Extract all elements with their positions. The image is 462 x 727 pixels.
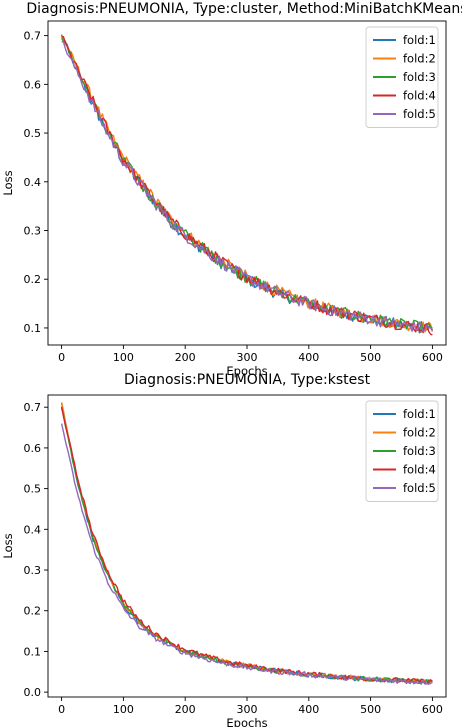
- legend: fold:1 fold:2 fold:3 fold:4 fold:5: [365, 400, 439, 502]
- y-tick-label: 0.1: [24, 322, 42, 335]
- legend: fold:1 fold:2 fold:3 fold:4 fold:5: [365, 26, 439, 128]
- y-tick-label: 0.2: [24, 605, 42, 618]
- x-tick-label: 600: [422, 351, 443, 364]
- chart-title: Diagnosis:PNEUMONIA, Type:kstest: [124, 372, 371, 388]
- legend-label-fold-2: fold:2: [403, 52, 436, 66]
- legend-label-fold-2: fold:2: [403, 426, 436, 440]
- chart-2: Diagnosis:PNEUMONIA, Type:kstest 0 100 200 3…: [1, 372, 447, 727]
- chart-title: Diagnosis:PNEUMONIA, Type:cluster, Metho…: [26, 1, 462, 17]
- series-line-fold-5: [61, 40, 433, 332]
- y-tick-label: 0.7: [24, 30, 42, 43]
- x-tick-label: 100: [113, 703, 134, 716]
- y-tick-label: 0.2: [24, 273, 42, 286]
- series-line-fold-3: [60, 37, 434, 334]
- y-tick-label: 0.5: [24, 483, 42, 496]
- legend-label-fold-4: fold:4: [403, 463, 436, 477]
- series-line-fold-4: [61, 36, 433, 336]
- y-tick-label: 0.6: [24, 442, 42, 455]
- x-tick-label: 600: [422, 703, 443, 716]
- x-tick-label: 400: [298, 351, 319, 364]
- legend-label-fold-4: fold:4: [403, 89, 436, 103]
- y-tick-label: 0.0: [24, 686, 42, 699]
- x-tick-label: 500: [360, 703, 381, 716]
- y-tick-label: 0.3: [24, 225, 42, 238]
- legend-label-fold-3: fold:3: [403, 444, 436, 458]
- y-tick-label: 0.1: [24, 645, 42, 658]
- x-tick-label: 500: [360, 351, 381, 364]
- legend-box: [365, 400, 439, 502]
- x-axis-label: Epochs: [226, 364, 267, 378]
- legend-label-fold-1: fold:1: [403, 407, 436, 421]
- legend-label-fold-5: fold:5: [403, 481, 436, 495]
- y-axis-label: Loss: [1, 533, 15, 558]
- legend-label-fold-3: fold:3: [403, 70, 436, 84]
- x-tick-label: 300: [237, 703, 258, 716]
- legend-label-fold-1: fold:1: [403, 33, 436, 47]
- x-tick-label: 0: [58, 703, 65, 716]
- y-axis-label: Loss: [1, 170, 15, 195]
- series-lines: [60, 34, 434, 336]
- x-tick-label: 400: [298, 703, 319, 716]
- y-tick-label: 0.6: [24, 78, 42, 91]
- x-tick-label: 200: [175, 703, 196, 716]
- series-line-fold-3: [60, 407, 433, 684]
- y-tick-label: 0.3: [24, 564, 42, 577]
- series-line-fold-5: [60, 423, 433, 685]
- chart-1: Diagnosis:PNEUMONIA, Type:cluster, Metho…: [1, 1, 462, 378]
- x-axis-label: Epochs: [226, 716, 267, 727]
- legend-label-fold-5: fold:5: [403, 107, 436, 121]
- x-tick-label: 0: [58, 351, 65, 364]
- y-tick-label: 0.5: [24, 127, 42, 140]
- x-tick-label: 300: [237, 351, 258, 364]
- y-tick-label: 0.7: [24, 401, 42, 414]
- x-tick-label: 100: [113, 351, 134, 364]
- legend-box: [365, 26, 439, 128]
- x-tick-label: 200: [175, 351, 196, 364]
- series-lines: [60, 402, 433, 685]
- y-tick-label: 0.4: [24, 523, 42, 536]
- y-tick-label: 0.4: [24, 176, 42, 189]
